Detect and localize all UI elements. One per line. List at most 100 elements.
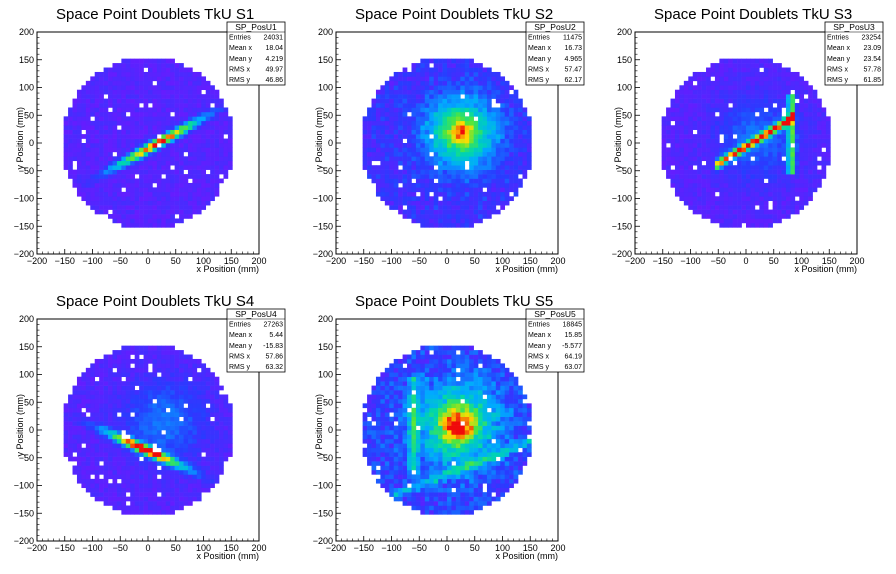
heatmap-cell — [666, 134, 671, 139]
heatmap-cell — [389, 120, 395, 126]
heatmap-cell — [201, 103, 207, 108]
heatmap-cell — [139, 398, 144, 404]
heatmap-cell — [125, 116, 131, 122]
heatmap-cell — [165, 456, 171, 462]
heatmap-cell — [763, 67, 769, 73]
heatmap-cell — [94, 398, 100, 404]
heatmap-cell — [130, 209, 135, 215]
heatmap-cell — [692, 182, 698, 188]
heatmap-cell — [785, 174, 791, 179]
heatmap-cell — [179, 103, 184, 108]
heatmap-cell — [130, 196, 135, 202]
heatmap-cell — [108, 412, 113, 417]
heatmap-cell — [500, 174, 506, 179]
heatmap-cell — [90, 80, 96, 86]
heatmap-cell — [99, 452, 104, 457]
heatmap-cell — [442, 89, 448, 95]
heatmap-cell — [174, 478, 180, 484]
heatmap-cell — [737, 147, 742, 153]
heatmap-cell — [478, 80, 483, 86]
heatmap-cell — [152, 147, 158, 153]
heatmap-cell — [174, 200, 180, 206]
heatmap-cell — [183, 461, 189, 466]
heatmap-cell — [214, 129, 220, 135]
heatmap-cell — [683, 143, 689, 148]
heatmap-cell — [63, 447, 69, 453]
heatmap-cell — [125, 474, 131, 480]
heatmap-cell — [777, 160, 782, 166]
heatmap-cell — [495, 196, 501, 202]
heatmap-cell — [482, 67, 488, 73]
heatmap-cell — [125, 169, 131, 175]
chart-title: Space Point Doublets TkU S3 — [654, 6, 852, 23]
heatmap-cell — [415, 143, 421, 148]
heatmap-cell — [473, 107, 479, 113]
heatmap-cell — [125, 452, 131, 457]
heatmap-cell — [108, 354, 113, 360]
heatmap-cell — [170, 376, 175, 382]
heatmap-cell — [165, 505, 171, 511]
heatmap-cell — [442, 134, 448, 139]
heatmap-cell — [714, 182, 720, 188]
heatmap-cell — [223, 143, 229, 148]
heatmap-cell — [108, 94, 113, 99]
heatmap-cell — [143, 196, 149, 202]
heatmap-cell — [121, 403, 127, 409]
heatmap-cell — [156, 222, 162, 228]
heatmap-cell — [165, 363, 171, 369]
heatmap-cell — [192, 71, 198, 77]
heatmap-cell — [741, 214, 747, 219]
heatmap-cell — [710, 98, 716, 104]
heatmap-cell — [112, 443, 118, 449]
heatmap-cell — [179, 465, 184, 471]
heatmap-cell — [139, 350, 144, 355]
heatmap-cell — [460, 89, 466, 95]
heatmap-cell — [134, 390, 140, 395]
heatmap-cell — [68, 151, 73, 157]
heatmap-cell — [473, 120, 479, 126]
heatmap-cell — [411, 191, 417, 197]
heatmap-cell — [522, 129, 528, 135]
heatmap-cell — [393, 103, 399, 108]
histogram-panel: Space Point Doublets TkU S1−200−200−150−… — [14, 6, 286, 274]
heatmap-cell — [112, 125, 118, 130]
heatmap-cell — [152, 465, 158, 471]
heatmap-cell — [500, 143, 506, 148]
y-tick-label: −100 — [313, 194, 333, 204]
heatmap-cell — [130, 103, 135, 108]
heatmap-cell — [94, 85, 100, 91]
heatmap-cell — [143, 151, 149, 157]
heatmap-cell — [148, 165, 153, 170]
heatmap-cell — [223, 425, 229, 431]
heatmap-cell — [108, 452, 113, 457]
heatmap-cell — [500, 116, 506, 122]
heatmap-cell — [500, 134, 506, 139]
heatmap-cell — [737, 89, 742, 95]
heatmap-cell — [210, 116, 215, 122]
heatmap-cell — [116, 438, 122, 444]
heatmap-cell — [389, 103, 395, 108]
heatmap-cell — [375, 89, 381, 95]
heatmap-cell — [76, 443, 82, 449]
heatmap-cell — [130, 125, 135, 130]
heatmap-cell — [741, 134, 747, 139]
heatmap-cell — [455, 98, 461, 104]
heatmap-cell — [706, 76, 711, 82]
heatmap-cell — [420, 214, 426, 219]
heatmap-cell — [371, 125, 377, 130]
heatmap-cell — [732, 209, 738, 215]
heatmap-cell — [63, 129, 69, 135]
heatmap-cell — [746, 182, 751, 188]
heatmap-cell — [161, 421, 167, 426]
heatmap-cell — [161, 134, 167, 139]
heatmap-cell — [156, 218, 162, 224]
heatmap-cell — [706, 80, 711, 86]
heatmap-cell — [94, 120, 100, 126]
heatmap-cell — [108, 474, 113, 480]
heatmap-cell — [473, 196, 479, 202]
heatmap-cell — [108, 156, 113, 162]
heatmap-cell — [214, 376, 220, 382]
heatmap-cell — [706, 196, 711, 202]
heatmap-cell — [424, 209, 430, 215]
heatmap-cell — [714, 107, 720, 113]
